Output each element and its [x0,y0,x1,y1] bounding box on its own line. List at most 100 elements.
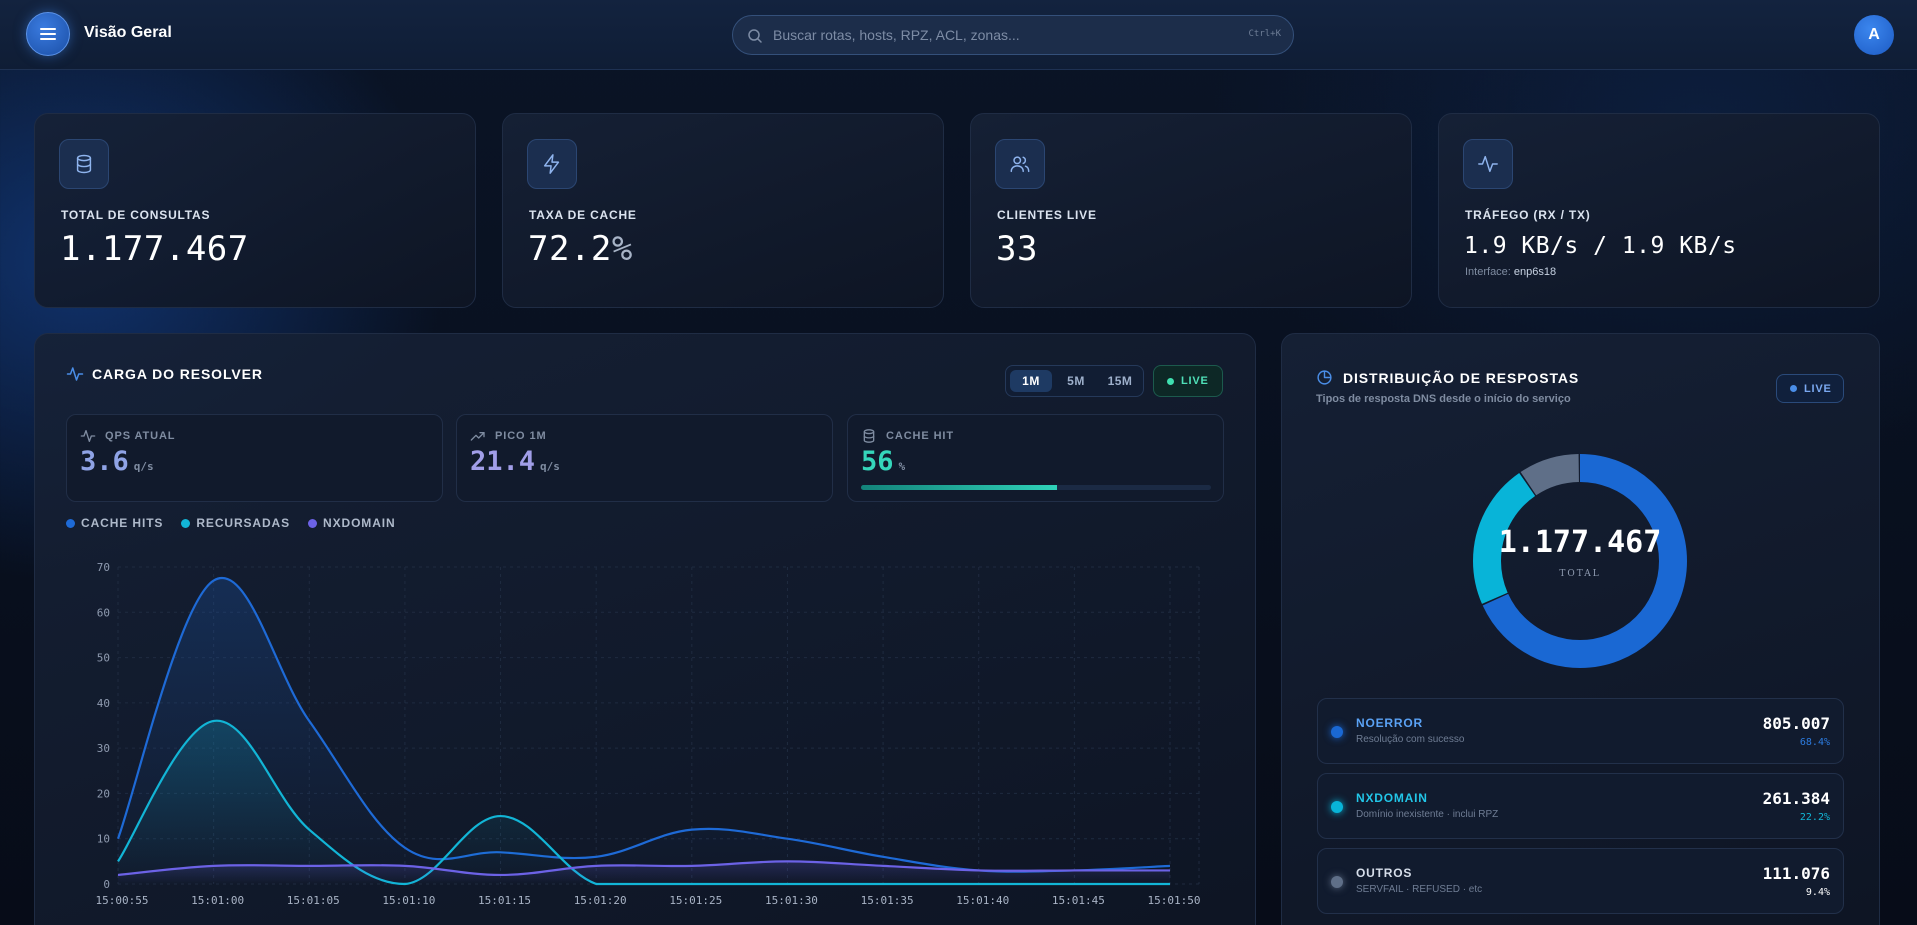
y-tick-label: 20 [97,787,110,800]
metric-unit: q/s [133,460,154,473]
live-label: LIVE [1804,382,1832,395]
stat-card-traffic: TRÁFEGO (RX / TX) 1.9 KB/s / 1.9 KB/s In… [1438,113,1880,308]
range-option-15m[interactable]: 15M [1107,374,1133,388]
time-range-selector: 1M 5M 15M [1005,365,1144,397]
metric-label: QPS ATUAL [105,430,176,442]
response-name: OUTROS [1356,866,1413,880]
user-avatar[interactable]: A [1854,15,1894,55]
y-tick-label: 50 [97,652,110,665]
bolt-icon [543,154,560,174]
live-badge: LIVE [1153,365,1223,397]
response-donut-chart [1473,454,1687,668]
stat-card-cache-rate: TAXA DE CACHE 72.2% [502,113,944,308]
search-box[interactable]: Ctrl+K [732,15,1294,55]
metric-cache-hit: CACHE HIT 56% [847,414,1224,502]
interface-info: Interface: enp6s18 [1465,266,1556,278]
x-tick-label: 15:01:15 [478,894,531,907]
metric-label: PICO 1M [495,430,547,442]
stat-icon-box [59,139,109,189]
status-dot [1331,876,1343,888]
donut-slice-nxdomain[interactable] [1473,454,1687,668]
stat-icon-box [1463,139,1513,189]
x-tick-label: 15:01:50 [1148,894,1201,907]
chart-legend: CACHE HITS RECURSADAS NXDOMAIN [66,516,396,530]
database-icon [76,154,92,174]
live-dot [1790,385,1797,392]
status-dot [1331,726,1343,738]
hamburger-icon [40,28,56,40]
legend-item-recursadas[interactable]: RECURSADAS [181,516,290,530]
y-tick-label: 0 [103,878,110,891]
response-count: 111.076 [1762,864,1830,883]
x-tick-label: 15:01:20 [574,894,627,907]
live-label: LIVE [1181,375,1209,387]
response-item-outros[interactable]: OUTROS SERVFAIL · REFUSED · etc 111.076 … [1317,848,1844,914]
stat-label: TAXA DE CACHE [529,208,637,222]
response-item-noerror[interactable]: NOERROR Resolução com sucesso 805.007 68… [1317,698,1844,764]
activity-icon [80,430,96,442]
x-tick-label: 15:01:35 [861,894,914,907]
x-tick-label: 15:01:30 [765,894,818,907]
cache-hit-progress-bar [861,485,1211,490]
donut-total-label: TOTAL [1559,569,1601,579]
x-tick-label: 15:00:55 [96,894,149,907]
stat-icon-box [995,139,1045,189]
donut-slice-noerror[interactable] [1473,454,1687,668]
response-name: NOERROR [1356,716,1423,730]
response-name: NXDOMAIN [1356,791,1428,805]
stat-value-number: 72.2 [528,229,612,269]
response-description: Resolução com sucesso [1356,734,1465,745]
top-bar: Visão Geral Ctrl+K A [0,0,1917,70]
stat-card-total-queries: TOTAL DE CONSULTAS 1.177.467 [34,113,476,308]
legend-label: NXDOMAIN [323,516,396,530]
legend-swatch [181,518,191,528]
resolver-load-chart: 0 10 20 30 40 50 60 70 15:00:55 15:01:00 15:01:05 1… [96,561,1201,907]
response-percentage: 9.4% [1805,887,1830,898]
interface-name: enp6s18 [1513,266,1557,278]
users-icon [1010,156,1030,173]
activity-icon [1478,155,1498,173]
x-tick-label: 15:01:05 [287,894,340,907]
search-shortcut-hint: Ctrl+K [1248,29,1281,39]
x-tick-label: 15:01:10 [382,894,435,907]
metric-value: 21.4 q/s [470,446,560,477]
y-tick-label: 30 [97,742,110,755]
donut-total-value: 1.177.467 [1498,525,1662,560]
y-tick-label: 70 [97,561,110,574]
legend-label: CACHE HITS [81,516,164,530]
metric-value: 3.6 q/s [80,446,154,477]
x-tick-label: 15:01:45 [1052,894,1105,907]
pie-chart-icon [1317,370,1332,385]
response-item-nxdomain[interactable]: NXDOMAIN Domínio inexistente · inclui RP… [1317,773,1844,839]
stat-label: CLIENTES LIVE [997,208,1097,222]
response-percentage: 68.4% [1799,737,1830,748]
stat-label: TRÁFEGO (RX / TX) [1465,208,1591,222]
response-count: 805.007 [1762,714,1830,733]
distribution-live-badge: LIVE [1776,374,1844,403]
response-percentage: 22.2% [1799,812,1830,823]
trending-up-icon [470,432,485,441]
legend-item-cache-hits[interactable]: CACHE HITS [66,516,163,530]
search-input[interactable] [773,16,1213,54]
interface-label: Interface: [1465,266,1511,278]
range-option-5m[interactable]: 5M [1067,374,1085,388]
series-line-nxdomain [117,860,1170,877]
response-description: Domínio inexistente · inclui RPZ [1356,809,1499,820]
y-tick-label: 60 [97,606,110,619]
distribution-panel-title: DISTRIBUIÇÃO DE RESPOSTAS [1343,370,1580,386]
metric-value: 56% [861,446,905,477]
x-tick-label: 15:01:25 [669,894,722,907]
activity-icon [66,367,84,381]
x-tick-label: 15:01:00 [191,894,244,907]
page-title: Visão Geral [84,24,172,41]
legend-item-nxdomain[interactable]: NXDOMAIN [308,516,396,530]
database-icon [863,429,875,443]
metric-unit: % [898,460,906,473]
metric-peak-1m: PICO 1M 21.4 q/s [456,414,833,502]
metric-qps-current: QPS ATUAL 3.6 q/s [66,414,443,502]
stat-value: 1.177.467 [60,229,249,269]
metric-label: CACHE HIT [886,430,954,442]
menu-button[interactable] [26,12,70,56]
metric-number: 3.6 [80,446,129,477]
range-option-1m[interactable]: 1M [1010,370,1052,392]
